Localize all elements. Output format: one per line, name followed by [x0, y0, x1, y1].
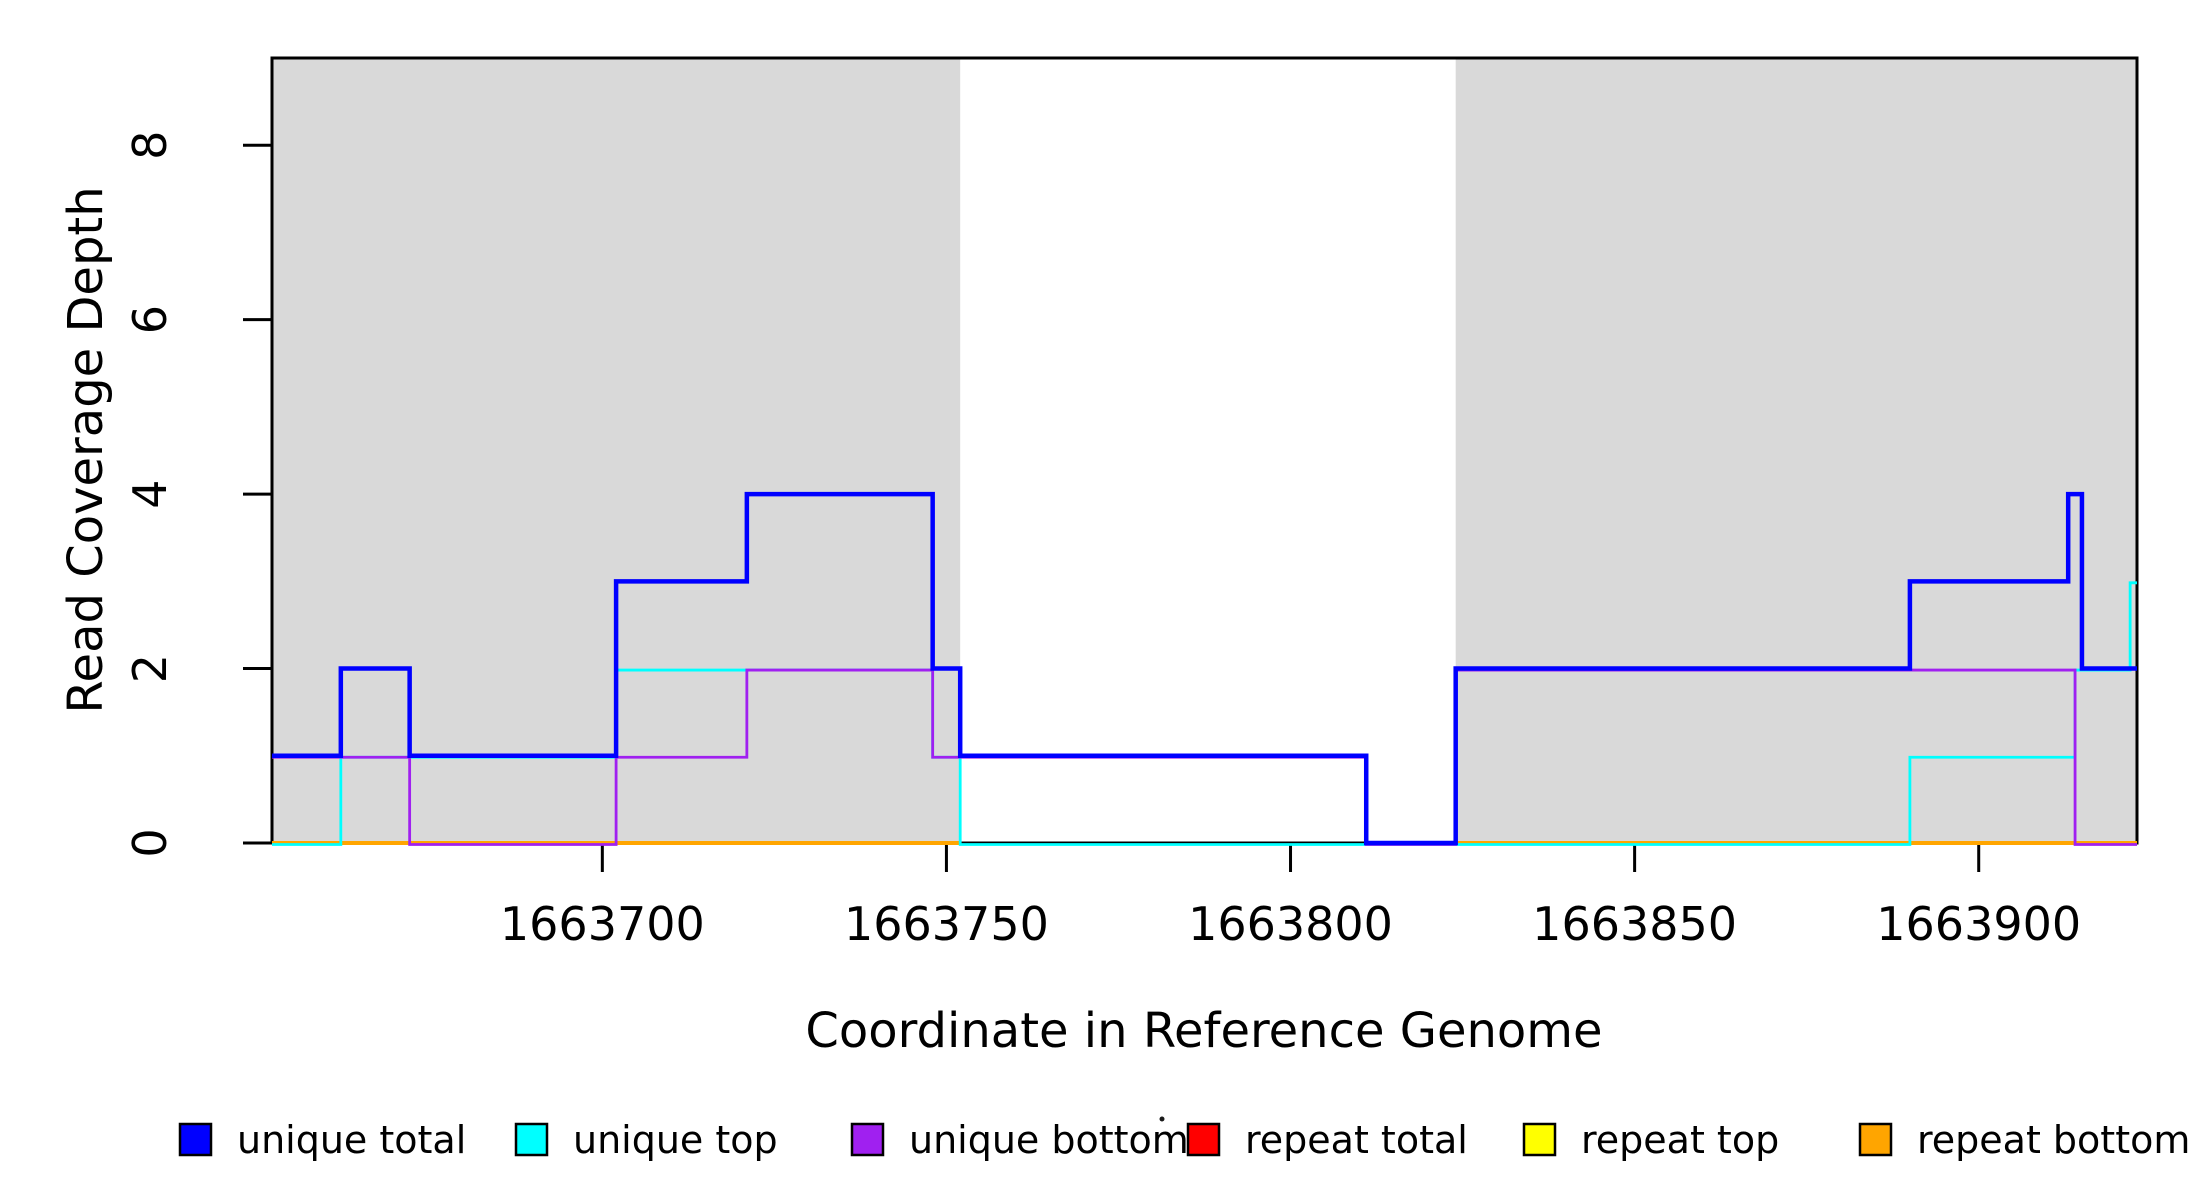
x-tick-label: 1663900	[1876, 897, 2081, 951]
repeat-region-2	[1455, 58, 2137, 843]
legend-swatch-repeat-top	[1522, 1122, 1557, 1157]
axes: 1663700 1663750 1663800 1663850 1663900 0 2 4 6 8	[123, 131, 2081, 951]
legend-label-repeat-top: repeat top	[1581, 1118, 1779, 1162]
legend-swatch-unique-bottom	[850, 1122, 885, 1157]
legend-label-repeat-bottom: repeat bottom	[1917, 1118, 2190, 1162]
legend-label-repeat-total: repeat total	[1245, 1118, 1468, 1162]
legend-label-unique-bottom: unique bottom	[909, 1118, 1189, 1162]
y-tick-label: 0	[123, 828, 177, 857]
coverage-lines	[272, 491, 2137, 846]
legend-swatch-unique-top	[514, 1122, 549, 1157]
repeat-region-shading	[272, 58, 2137, 843]
y-tick-label: 2	[123, 654, 177, 683]
x-axis-title: Coordinate in Reference Genome	[805, 1003, 1602, 1059]
series-unique-total	[272, 491, 2137, 846]
y-tick-label: 6	[123, 305, 177, 334]
y-tick-label: 8	[123, 131, 177, 160]
legend-swatch-repeat-bottom	[1858, 1122, 1893, 1157]
x-tick-label: 1663700	[500, 897, 705, 951]
legend-swatch-repeat-total	[1186, 1122, 1221, 1157]
stray-dot-artifact	[1159, 1116, 1165, 1122]
y-axis-title: Read Coverage Depth	[58, 186, 114, 713]
legend-label-unique-total: unique total	[237, 1118, 466, 1162]
legend-label-unique-top: unique top	[573, 1118, 778, 1162]
y-tick-label: 4	[123, 479, 177, 508]
plot-border	[270, 56, 2139, 845]
legend-swatch-unique-total	[178, 1122, 213, 1157]
legend: unique total unique top unique bottom repea…	[178, 1118, 2190, 1162]
x-tick-label: 1663800	[1188, 897, 1393, 951]
x-tick-label: 1663850	[1532, 897, 1737, 951]
x-tick-label: 1663750	[844, 897, 1049, 951]
plot-box	[270, 56, 2139, 845]
